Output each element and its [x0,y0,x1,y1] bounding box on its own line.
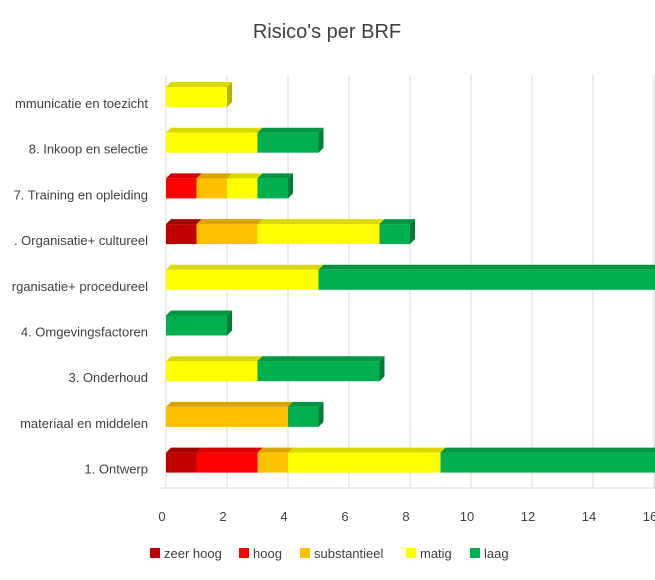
legend-label: substantieel [314,546,383,561]
bar-segment [227,173,263,199]
bar-segment [257,127,324,153]
bar-segment [166,173,202,199]
x-tick-label: 10 [460,509,474,524]
legend-label: zeer hoog [164,546,222,561]
legend-label: matig [420,546,452,561]
bars [166,82,655,473]
chart-title: Risico's per BRF [253,21,401,43]
x-tick-label: 16 [643,509,655,524]
legend-swatch [406,548,416,558]
category-label: rganisatie+ procedureel [12,279,148,294]
category-label: mmunicatie en toezicht [15,96,148,111]
x-axis-ticks: 0 2 4 6 8 10 12 14 16 [158,509,655,524]
x-tick-label: 2 [219,509,226,524]
bar-segment [257,447,293,473]
category-label: materiaal en middelen [20,416,148,431]
bar-segment [257,356,385,382]
bar-segment [166,447,202,473]
bar-segment [288,447,446,473]
bar-segment [440,447,655,473]
category-labels: 1. Ontwerp materiaal en middelen 3. Onderh… [12,96,149,477]
bar-segment [288,401,324,427]
category-label: 7. Training en opleiding [14,187,148,202]
bar-segment [166,310,232,336]
x-tick-label: 6 [341,509,348,524]
bar-segment [166,264,324,290]
bar-segment [196,447,263,473]
x-tick-label: 0 [158,509,165,524]
bar-segment [196,173,232,199]
x-tick-label: 4 [280,509,287,524]
category-label: 8. Inkoop en selectie [29,142,148,157]
bar-segment [257,219,385,245]
legend-swatch [470,548,480,558]
legend-swatch [300,548,310,558]
bar-segment [196,219,263,245]
legend-swatch [239,548,249,558]
x-tick-label: 12 [521,509,535,524]
category-label: 1. Ontwerp [84,462,148,477]
legend-label: hoog [253,546,282,561]
x-tick-label: 8 [402,509,409,524]
bar-segment [166,401,293,427]
x-tick-label: 14 [582,509,596,524]
category-label: 3. Onderhoud [68,370,148,385]
category-label: . Organisatie+ cultureel [14,233,148,248]
bar-segment [257,173,293,199]
category-label: 4. Omgevingsfactoren [21,325,148,340]
bar-segment [166,356,263,382]
legend-label: laag [484,546,509,561]
bar-segment [166,127,263,153]
bar-segment [166,219,202,245]
legend-swatch [150,548,160,558]
bar-segment [318,264,655,290]
bar-segment [166,82,232,107]
legend: zeer hoog hoog substantieel matig laag [150,546,509,561]
bar-segment [379,219,415,245]
